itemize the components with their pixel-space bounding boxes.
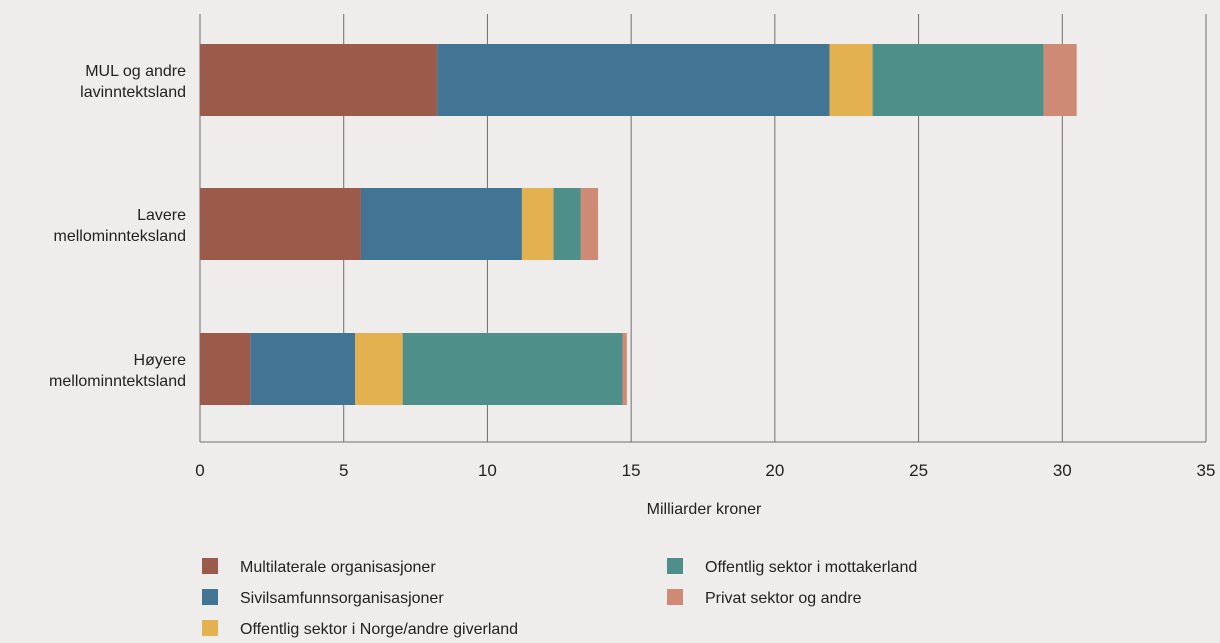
x-tick-label: 0 <box>195 461 204 480</box>
bar-segment <box>355 333 403 405</box>
x-tick-label: 10 <box>478 461 497 480</box>
legend-label: Sivilsamfunnsorganisasjoner <box>240 590 444 607</box>
bar-segment <box>200 333 251 405</box>
category-label: Høyere mellominntektsland <box>49 352 186 390</box>
category-label-line: mellominntektsland <box>49 373 186 390</box>
x-tick-label: 15 <box>622 461 641 480</box>
legend-label: Privat sektor og andre <box>705 590 862 607</box>
category-label-line: Lavere <box>137 207 186 224</box>
category-label: Lavere mellominnteksland <box>53 207 186 245</box>
legend-swatch <box>202 558 218 574</box>
x-tick-label: 5 <box>339 461 348 480</box>
bar-segment <box>200 44 438 116</box>
x-tick-label: 30 <box>1053 461 1072 480</box>
bars <box>200 44 1077 405</box>
legend: Multilaterale organisasjoner Sivilsamfunn… <box>202 558 917 638</box>
legend-label: Multilaterale organisasjoner <box>240 559 436 576</box>
x-tick-label: 35 <box>1197 461 1216 480</box>
category-label-line: mellominnteksland <box>53 228 186 245</box>
legend-swatch <box>667 589 683 605</box>
category-label-line: Høyere <box>134 352 187 369</box>
legend-item: Offentlig sektor i Norge/andre giverland <box>202 620 518 638</box>
bar-segment <box>402 333 623 405</box>
legend-swatch <box>202 620 218 636</box>
category-label-line: MUL og andre <box>85 63 186 80</box>
x-tick-label: 25 <box>909 461 928 480</box>
legend-item: Sivilsamfunnsorganisasjoner <box>202 589 444 607</box>
bar-segment <box>622 333 627 405</box>
x-tick-label: 20 <box>765 461 784 480</box>
bar-segment <box>360 188 522 260</box>
x-axis: 0 5 10 15 20 25 30 35 <box>195 441 1216 480</box>
legend-item: Multilaterale organisasjoner <box>202 558 436 576</box>
legend-item: Privat sektor og andre <box>667 589 862 607</box>
bar-segment <box>250 333 356 405</box>
bar-segment <box>521 188 554 260</box>
bar-segment <box>580 188 599 260</box>
legend-swatch <box>202 589 218 605</box>
bar-segment <box>1043 44 1077 116</box>
category-labels: MUL og andre lavinntektsland Lavere mellomi… <box>49 63 186 390</box>
legend-label: Offentlig sektor i mottakerland <box>705 559 917 576</box>
bar-segment <box>553 188 581 260</box>
legend-label: Offentlig sektor i Norge/andre giverland <box>240 621 518 638</box>
legend-swatch <box>667 558 683 574</box>
bar-segment <box>829 44 873 116</box>
bar-segment <box>200 188 361 260</box>
x-axis-title: Milliarder kroner <box>647 501 762 518</box>
bar-segment <box>872 44 1044 116</box>
bar-segment <box>437 44 830 116</box>
category-label-line: lavinntektsland <box>80 84 186 101</box>
legend-item: Offentlig sektor i mottakerland <box>667 558 917 576</box>
category-label: MUL og andre lavinntektsland <box>80 63 186 101</box>
